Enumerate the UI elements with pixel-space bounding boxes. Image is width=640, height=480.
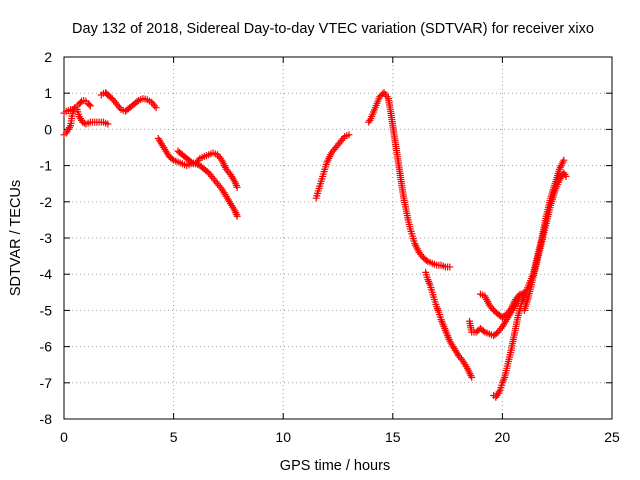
data-series-segment-8 (422, 268, 476, 381)
data-point (233, 183, 241, 191)
y-tick-label: -2 (40, 194, 53, 210)
y-tick-label: 0 (44, 121, 52, 137)
x-tick-label: 5 (170, 429, 178, 445)
data-series-segment-6 (312, 131, 353, 202)
data-series-segment-3 (97, 88, 160, 115)
data-series-segment-4 (154, 134, 241, 191)
data-point (468, 373, 476, 381)
y-axis-label: SDTVAR / TECUs (8, 180, 24, 296)
data-series-segment-5 (174, 147, 241, 220)
x-tick-label: 15 (385, 429, 401, 445)
data-point (233, 212, 241, 220)
data-series-segment-12 (520, 169, 570, 314)
y-tick-label: -7 (40, 375, 53, 391)
x-tick-label: 0 (60, 429, 68, 445)
y-tick-label: -1 (40, 158, 53, 174)
data-point (446, 263, 454, 271)
data-series-segment-7 (365, 88, 454, 271)
data-point (86, 102, 94, 110)
data-point (85, 101, 93, 109)
data-point (104, 120, 112, 128)
y-tick-label: 1 (44, 85, 52, 101)
data-point (168, 155, 176, 163)
y-tick-label: 2 (44, 49, 52, 65)
y-tick-label: -5 (40, 302, 53, 318)
tick-labels: 0 5 10 15 20 25 -8 -7 -6 -5 -4 -3 -2 -1 0 1 2 (40, 49, 620, 445)
y-tick-label: -8 (40, 411, 53, 427)
data-point (152, 104, 160, 112)
data-point (422, 256, 430, 264)
data-series (60, 88, 570, 401)
data-point (560, 156, 568, 164)
data-point (345, 131, 353, 139)
data-point (479, 327, 487, 335)
data-point (562, 172, 570, 180)
data-series-segment-10 (476, 290, 524, 322)
data-point (186, 157, 194, 165)
x-tick-label: 25 (604, 429, 620, 445)
y-tick-label: -4 (40, 266, 53, 282)
x-axis-label: GPS time / hours (280, 458, 390, 474)
chart-title: Day 132 of 2018, Sidereal Day-to-day VTE… (72, 21, 594, 37)
data-point (133, 98, 141, 106)
data-series-segment-2 (60, 96, 94, 117)
x-tick-label: 20 (495, 429, 511, 445)
y-tick-label: -3 (40, 230, 53, 246)
x-tick-label: 10 (275, 429, 291, 445)
y-tick-label: -6 (40, 339, 53, 355)
